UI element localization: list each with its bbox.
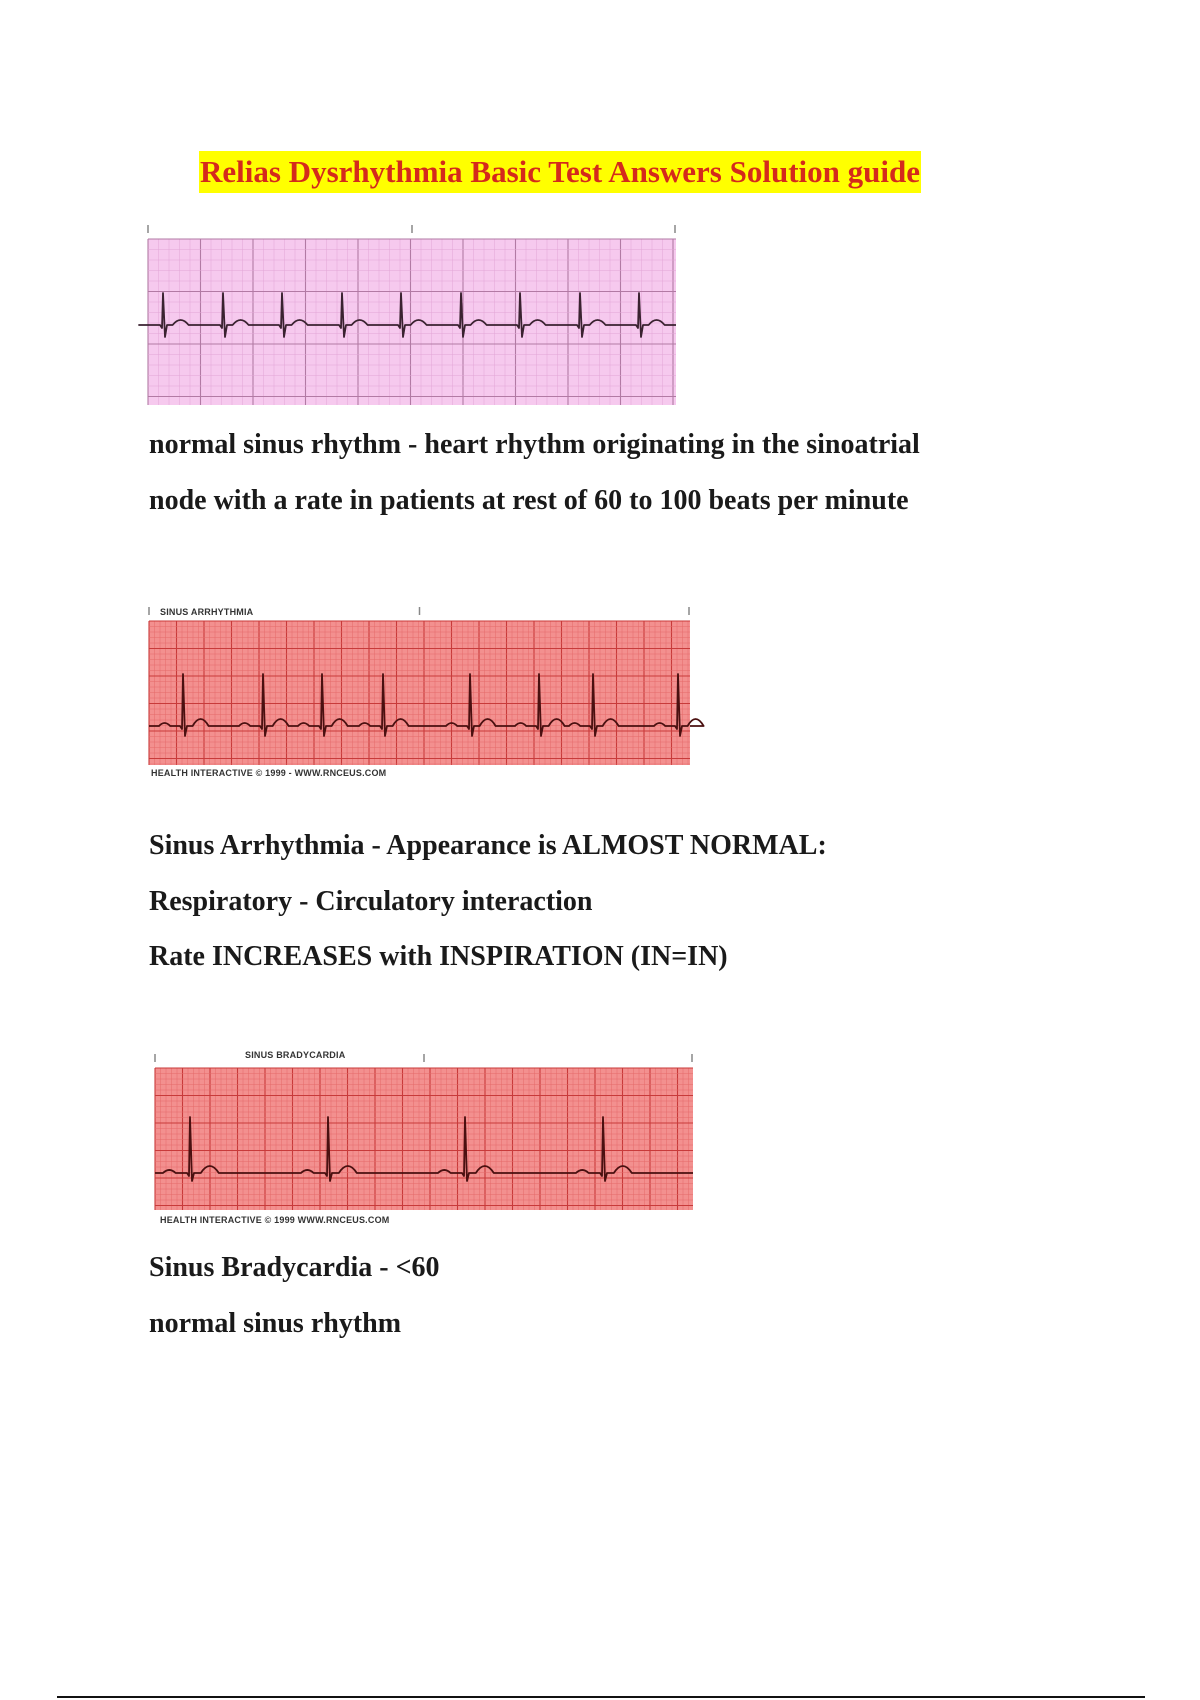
ecg-trace: [155, 1116, 693, 1182]
ecg-strip-sinus-bradycardia: [154, 1054, 693, 1210]
ecg-strip-normal-sinus: [138, 225, 676, 405]
page-title: Relias Dysrhythmia Basic Test Answers So…: [199, 151, 921, 193]
ecg-grid: [148, 620, 690, 765]
section-2-line-2: Respiratory - Circulatory interaction: [149, 886, 593, 917]
ecg-grid: [154, 1067, 693, 1210]
section-1-line-2: node with a rate in patients at rest of …: [149, 485, 909, 516]
ecg-paper: [148, 239, 676, 405]
ecg-strip-sinus-arrhythmia: [148, 607, 705, 765]
section-2-line-1: Sinus Arrhythmia - Appearance is ALMOST …: [149, 830, 827, 861]
section-2-line-3: Rate INCREASES with INSPIRATION (IN=IN): [149, 941, 728, 972]
strip-2-footer: HEALTH INTERACTIVE © 1999 - WWW.RNCEUS.C…: [151, 768, 387, 778]
section-3-line-1: Sinus Bradycardia - <60: [149, 1252, 440, 1283]
ecg-paper: [155, 1068, 693, 1210]
strip-2-label: SINUS ARRHYTHMIA: [160, 607, 254, 617]
section-3-line-2: normal sinus rhythm: [149, 1308, 402, 1339]
ecg-trace: [138, 292, 676, 338]
strip-3-label: SINUS BRADYCARDIA: [245, 1050, 346, 1060]
strip-3-footer: HEALTH INTERACTIVE © 1999 WWW.RNCEUS.COM: [160, 1215, 390, 1225]
ecg-grid: [147, 238, 676, 405]
ecg-trace: [149, 673, 705, 737]
ecg-paper: [149, 621, 690, 765]
page-bottom-rule: [57, 1696, 1145, 1698]
section-1-line-1: normal sinus rhythm - heart rhythm origi…: [149, 429, 920, 460]
